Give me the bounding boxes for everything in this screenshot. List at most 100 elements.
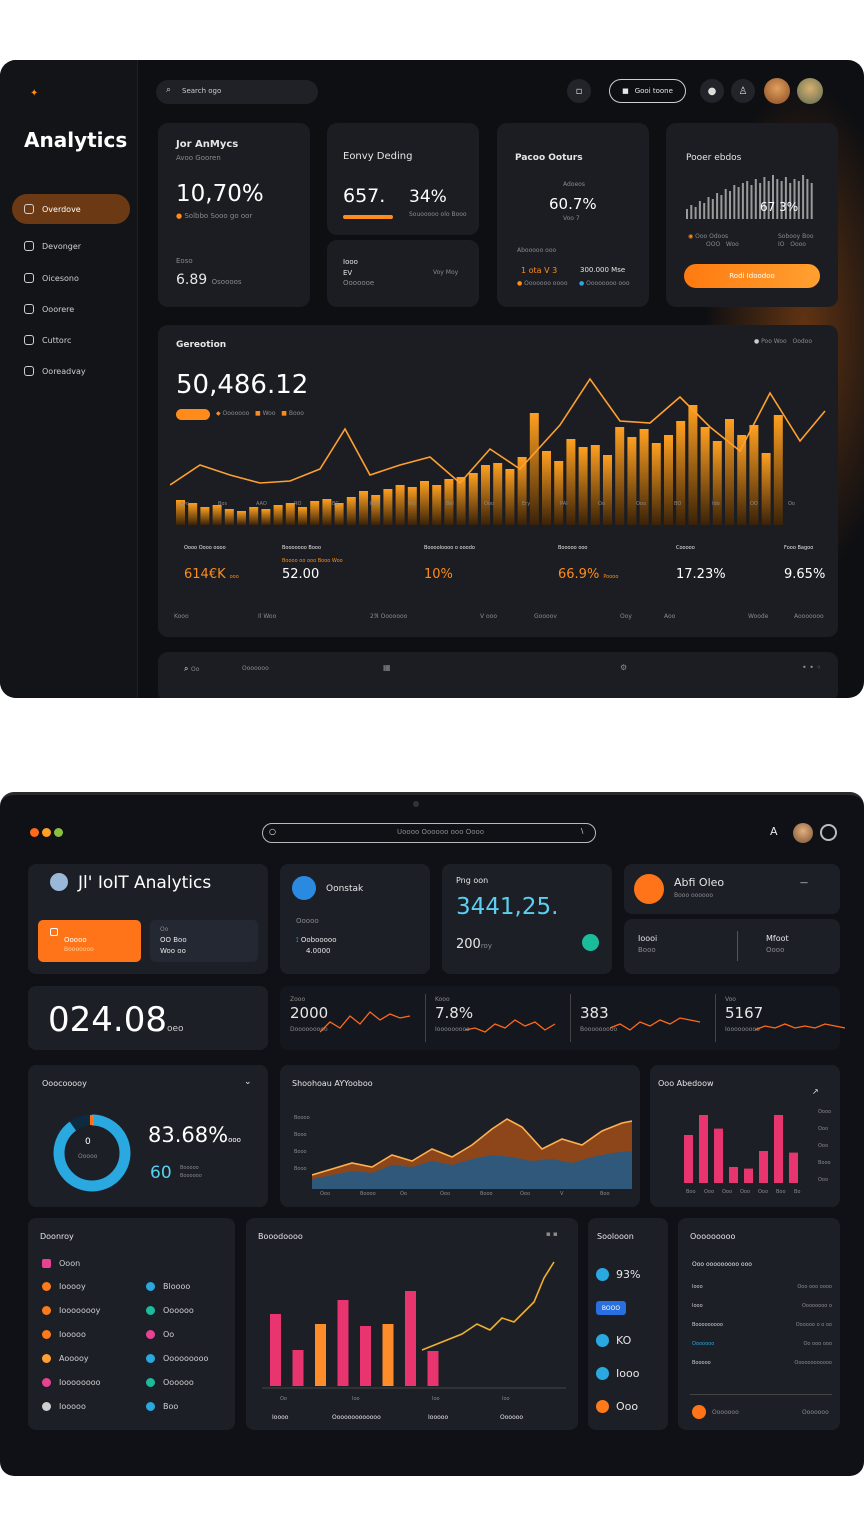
- list-item[interactable]: Boo: [146, 1402, 178, 1411]
- sparkline-bar: [698, 201, 701, 219]
- menu-item-icon: [24, 304, 34, 314]
- header-action-button[interactable]: ■ Gooi toone: [609, 79, 686, 103]
- list-item-label: Aooooy: [59, 1354, 89, 1363]
- x-tick-label: Oo: [788, 501, 795, 507]
- table-row[interactable]: Booooo Oooooooooooo: [692, 1360, 832, 1372]
- chart-bar: [315, 1324, 326, 1386]
- sidebar-item[interactable]: Cuttorc: [12, 325, 130, 355]
- x-tick-label: Booo: [480, 1191, 493, 1197]
- window-dot-red[interactable]: [30, 828, 39, 837]
- card-title: Booodoooo: [258, 1232, 303, 1241]
- cta-sub: Booooooo: [64, 946, 94, 953]
- table-row[interactable]: Booooooooo Oooooo o o oo: [692, 1322, 832, 1334]
- x-tick-label: Ooo: [758, 1189, 769, 1195]
- x-tick-label: Oo: [598, 501, 605, 507]
- list-item[interactable]: Iooooo: [42, 1402, 86, 1411]
- footer-item: Woode: [748, 613, 769, 620]
- list-item[interactable]: Iooooy: [42, 1282, 86, 1291]
- user-icon[interactable]: A: [770, 825, 778, 838]
- search-input[interactable]: ○ Uoooo Oooooo ooo Oooo \: [262, 823, 596, 843]
- foot-a2: Booo: [638, 946, 656, 954]
- stat-label: Fooo Bagoo: [784, 545, 814, 551]
- sparkline-bar: [780, 181, 783, 219]
- chart-bar: [676, 421, 686, 525]
- x-tick-label: Ooo: [740, 1189, 751, 1195]
- list-item[interactable]: Aooooy: [42, 1354, 89, 1363]
- status-badge[interactable]: BOOO: [596, 1301, 626, 1315]
- chart-bar: [407, 487, 417, 525]
- toggle-icon[interactable]: [582, 934, 599, 951]
- toolbar-label: Ooooooo: [242, 665, 269, 672]
- sparkline-path: [320, 1011, 411, 1033]
- list-item[interactable]: Ooooooooo: [146, 1354, 208, 1363]
- search-placeholder: Search ogo: [182, 87, 222, 95]
- divider: [737, 931, 738, 961]
- list-item[interactable]: Oooooo: [146, 1306, 194, 1315]
- sidebar-item[interactable]: Devonger: [12, 231, 130, 261]
- stat-unit: ooo: [229, 574, 239, 580]
- chart-bar: [789, 1152, 798, 1183]
- chart-bar: [176, 500, 185, 525]
- arrow-icon[interactable]: ↗: [812, 1087, 819, 1096]
- sub-label-3: Ooooooe: [343, 279, 375, 287]
- cta-side-card[interactable]: Oo OO Boo Woo oo: [150, 920, 258, 962]
- stat-value: 52.00: [282, 567, 319, 582]
- list-item[interactable]: Bloooo: [146, 1282, 190, 1291]
- table-cell: Ooo ooo oooo: [797, 1284, 832, 1290]
- user-button[interactable]: ♙: [731, 79, 755, 103]
- spark-value: 7.8%: [435, 1004, 474, 1022]
- menu-item-icon: [24, 335, 34, 345]
- list-item[interactable]: Oo: [146, 1330, 174, 1339]
- search-icon[interactable]: ⌕ Oo: [184, 664, 200, 673]
- list-item[interactable]: Iooooo: [42, 1330, 86, 1339]
- window-dot-yellow[interactable]: [42, 828, 51, 837]
- legend-item: Woo: [262, 410, 276, 417]
- sidebar-item[interactable]: Overdove: [12, 194, 130, 224]
- sidebar-item[interactable]: Ooorere: [12, 294, 130, 324]
- primary-action-button[interactable]: Rodi Idoodoo: [684, 264, 820, 288]
- more-icon[interactable]: • • ◦: [802, 663, 822, 672]
- chart-bar: [420, 481, 429, 525]
- sidebar-item[interactable]: Oicesono: [12, 263, 130, 293]
- chart-bar: [505, 469, 515, 525]
- list-item[interactable]: Ioooooooo: [42, 1378, 101, 1387]
- list-item[interactable]: Oooooo: [146, 1378, 194, 1387]
- stat-value-text: 10%: [424, 567, 453, 582]
- chart-bar: [615, 427, 625, 525]
- sidebar-item-label: Ooorere: [42, 304, 75, 314]
- settings-icon[interactable]: ⚙: [620, 663, 628, 672]
- search-input[interactable]: ⌕ Search ogo: [156, 80, 318, 104]
- card-title: Ooocooooy: [42, 1079, 87, 1088]
- card-title: Soolooon: [597, 1232, 634, 1241]
- sidebar-item[interactable]: Ooreadvay: [12, 356, 130, 386]
- sparkline-bar: [703, 203, 706, 219]
- theme-button[interactable]: ●: [700, 79, 724, 103]
- table-row[interactable]: Ooooooo Oo ooo ooo: [692, 1341, 832, 1353]
- avatar[interactable]: [764, 78, 790, 104]
- combo-chart-card: Booodoooo ▪ ▪ Oo Ioo Ioo Ioo Ioooo Ooooooooo…: [246, 1218, 578, 1430]
- card-value-secondary: 34%: [409, 187, 447, 207]
- card-title: Eonvy Deding: [343, 151, 413, 162]
- chevron-down-icon[interactable]: ⌄: [244, 1077, 252, 1087]
- cta-button[interactable]: Ooooo Booooooo: [38, 920, 141, 962]
- brand-title: Jl' IoIT Analytics: [78, 873, 212, 893]
- sparkline-bar: [810, 183, 813, 219]
- chart-bar: [270, 1314, 281, 1386]
- calendar-button[interactable]: ▫: [567, 79, 591, 103]
- table-cell: Oo ooo ooo: [803, 1341, 832, 1347]
- avatar[interactable]: [793, 823, 813, 843]
- avatar-secondary[interactable]: [797, 78, 823, 104]
- window-dot-green[interactable]: [54, 828, 63, 837]
- table-row[interactable]: Iooo Ooo ooo oooo: [692, 1284, 832, 1296]
- menu-icon[interactable]: ▪ ▪: [546, 1230, 558, 1238]
- settings-icon[interactable]: [820, 824, 837, 841]
- card-note: Souooooo olo Booo: [409, 211, 467, 218]
- sparkline-bar: [784, 177, 787, 219]
- table-row[interactable]: Iooo Oooooooo o: [692, 1303, 832, 1315]
- list-item[interactable]: Ioooooooy: [42, 1306, 100, 1315]
- list-item-label: Oooooo: [163, 1378, 194, 1387]
- collapse-icon[interactable]: —: [800, 878, 808, 887]
- bottom-dashboard-window: ○ Uoooo Oooooo ooo Oooo \ A Jl' IoIT Ana…: [0, 792, 864, 1476]
- sparkline: [320, 1011, 411, 1033]
- grid-icon[interactable]: ▦: [383, 663, 391, 672]
